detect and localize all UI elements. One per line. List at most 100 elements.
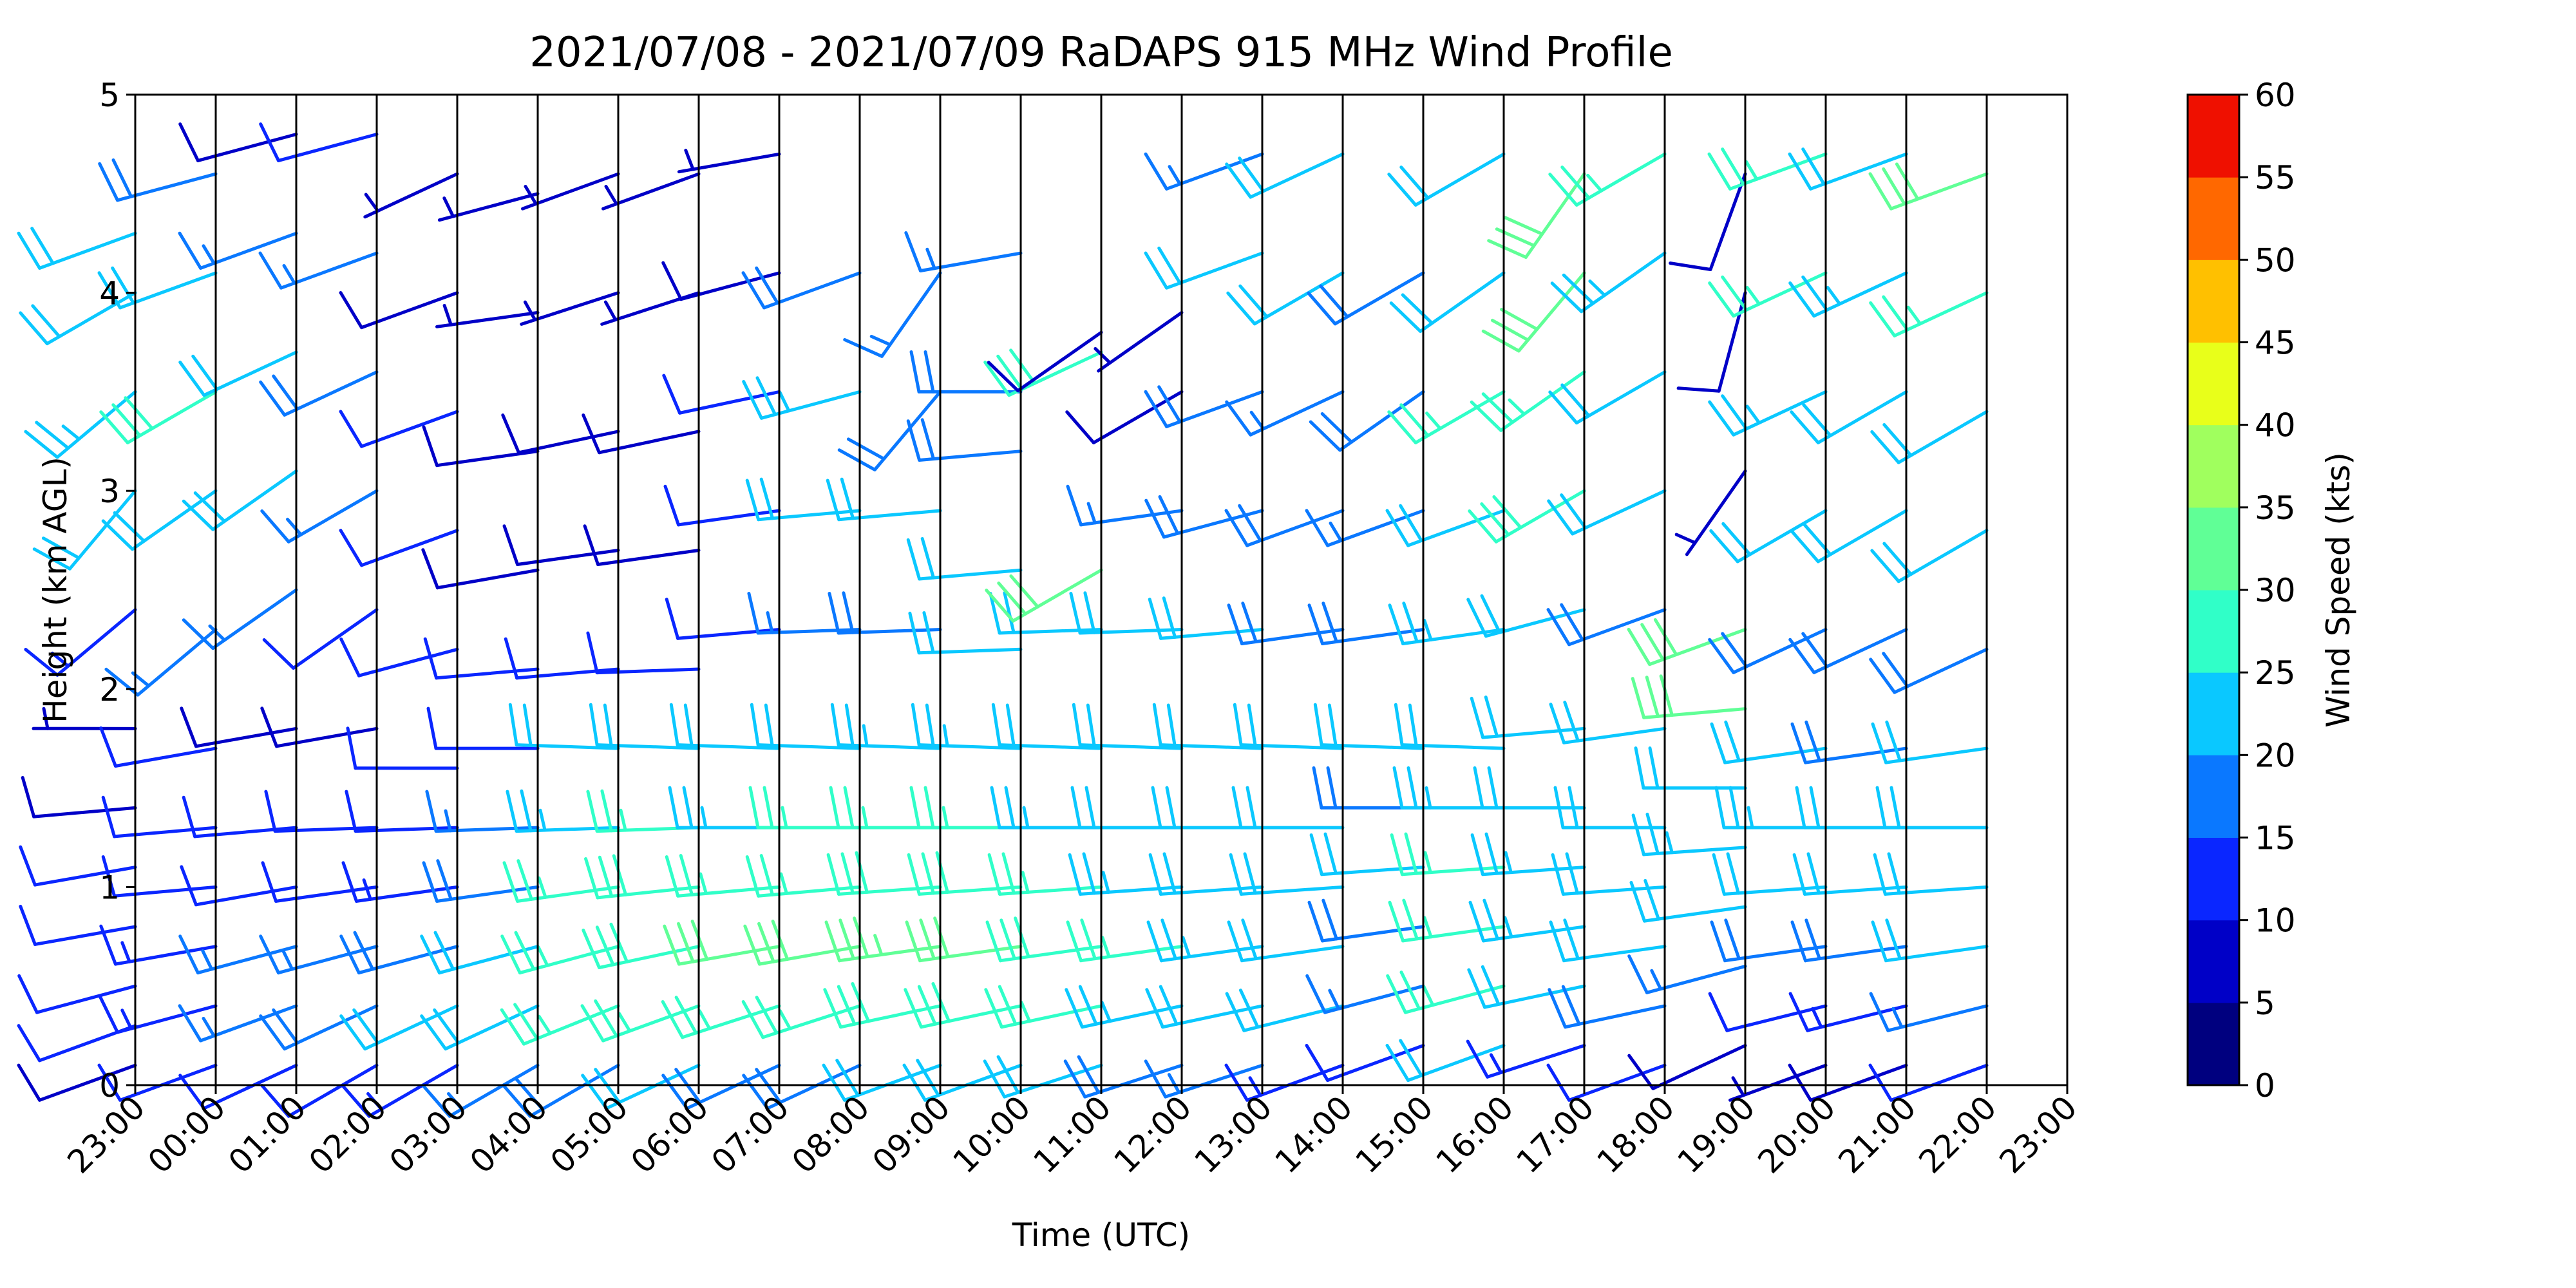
wind-barb: [1388, 898, 1506, 943]
wind-barb: [991, 703, 1103, 750]
wind-barb: [1227, 918, 1345, 963]
barb-staff: [1642, 707, 1747, 719]
barb-half-feather: [120, 1009, 133, 1030]
barb-half-feather: [447, 1092, 464, 1111]
barb-feather: [1871, 920, 1888, 963]
barb-feather: [32, 547, 71, 571]
wind-barb: [1710, 720, 1828, 764]
barb-feather: [1473, 766, 1484, 810]
wind-barb: [1629, 878, 1747, 923]
barb-staff: [677, 152, 781, 174]
barb-feather: [838, 918, 855, 961]
wind-barb: [1233, 703, 1345, 750]
wind-barb: [1225, 152, 1345, 199]
barb-feather: [1307, 900, 1324, 943]
wind-barb: [435, 303, 540, 328]
barb-staff: [1320, 743, 1425, 750]
wind-barb: [182, 588, 298, 650]
barb-feather: [1468, 900, 1485, 943]
barb-feather: [422, 425, 439, 468]
barb-feather: [1809, 786, 1821, 829]
barb-feather: [19, 904, 37, 946]
barb-feather: [1146, 920, 1163, 963]
barb-staff: [444, 1004, 540, 1051]
barb-staff: [1893, 291, 1989, 337]
barb-staff: [1643, 905, 1747, 923]
barb-feather: [178, 1004, 202, 1043]
barb-feather: [178, 934, 200, 975]
wind-barb: [904, 231, 1023, 272]
barb-staff: [676, 628, 781, 640]
barb-feather: [843, 786, 855, 829]
barb-feather: [985, 589, 1015, 623]
wind-barb: [1869, 291, 1989, 337]
barb-feather: [1401, 293, 1434, 325]
y-axis-label: Height (km AGL): [37, 457, 74, 723]
barb-feather: [41, 536, 81, 560]
wind-barb: [984, 985, 1103, 1029]
barb-half-feather: [1489, 1053, 1503, 1074]
barb-feather: [97, 1063, 122, 1102]
y-axis: 0 1 2 3 4 5: [99, 77, 135, 1104]
barb-feather: [1792, 853, 1806, 896]
wind-barb: [1792, 852, 1908, 896]
barb-feather: [989, 592, 1001, 635]
y-tick-label: 3: [99, 473, 120, 510]
barb-feather: [764, 703, 774, 747]
barb-half-feather: [1019, 1001, 1031, 1023]
barb-feather: [1083, 591, 1096, 634]
wind-barb: [826, 851, 942, 896]
barb-feather: [1804, 918, 1821, 961]
wind-barb: [1728, 1063, 1828, 1102]
barb-feather: [907, 853, 921, 896]
barb-staff: [1240, 628, 1345, 645]
barb-half-feather: [1731, 1076, 1745, 1097]
barb-feather: [420, 934, 441, 975]
barb-feather: [501, 413, 520, 455]
barb-feather: [1804, 720, 1821, 762]
barb-feather: [31, 304, 61, 339]
barb-feather: [1224, 509, 1249, 547]
barb-feather: [1406, 766, 1418, 810]
barb-feather: [1889, 786, 1901, 829]
barb-half-feather: [942, 806, 949, 829]
barb-feather: [582, 413, 601, 455]
barb-feather: [583, 524, 600, 566]
barb-staff: [1812, 271, 1908, 318]
barb-staff: [437, 192, 540, 222]
barb-staff: [202, 350, 298, 397]
barb-feather: [191, 354, 219, 391]
hour-gridlines: [214, 95, 1988, 1085]
barb-staff: [1403, 984, 1506, 1014]
colorbar-segment: [2188, 342, 2239, 426]
barb-staff: [1320, 866, 1425, 876]
barb-half-feather: [1745, 160, 1759, 181]
barb-feather: [1645, 676, 1660, 718]
barb-feather: [1676, 386, 1721, 393]
colorbar-segment: [2188, 590, 2239, 673]
barb-feather: [1247, 703, 1257, 747]
barb-feather: [1724, 720, 1741, 762]
barb-feather: [1226, 291, 1256, 326]
barb-feather: [1227, 603, 1244, 645]
wind-barb: [264, 790, 379, 833]
barb-feather: [1078, 985, 1098, 1026]
barb-staff: [435, 310, 540, 328]
wind-barb: [17, 974, 137, 1014]
barb-feather: [1321, 898, 1338, 941]
barb-feather: [595, 925, 615, 967]
wind-barb: [989, 591, 1103, 635]
barb-feather: [840, 852, 855, 895]
barb-feather: [612, 854, 628, 896]
barb-half-feather: [1504, 851, 1513, 875]
barb-feather: [30, 227, 55, 265]
barb-feather: [906, 538, 922, 581]
barb-staff: [35, 984, 137, 1014]
barb-feather: [844, 703, 855, 747]
wind-barb: [500, 931, 620, 975]
barb-feather: [1484, 696, 1499, 738]
barb-feather: [1801, 275, 1829, 312]
wind-barb: [1148, 852, 1264, 896]
barb-feather: [1225, 162, 1253, 199]
barb-half-feather: [604, 185, 618, 206]
